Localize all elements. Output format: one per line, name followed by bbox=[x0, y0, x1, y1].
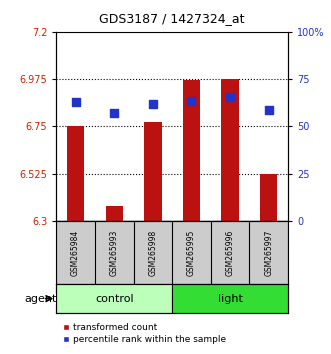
Point bbox=[73, 99, 78, 105]
Point bbox=[150, 101, 156, 107]
Text: GSM265997: GSM265997 bbox=[264, 229, 273, 276]
Point bbox=[112, 110, 117, 116]
Bar bbox=[221, 79, 239, 221]
Text: GSM265998: GSM265998 bbox=[148, 229, 157, 275]
Bar bbox=[172, 284, 288, 313]
Point bbox=[189, 98, 194, 104]
Text: GSM265993: GSM265993 bbox=[110, 229, 119, 276]
Text: GSM265995: GSM265995 bbox=[187, 229, 196, 276]
Text: GSM265984: GSM265984 bbox=[71, 229, 80, 275]
Bar bbox=[260, 173, 277, 221]
Bar bbox=[144, 122, 162, 221]
Bar bbox=[183, 80, 200, 221]
Point bbox=[227, 94, 233, 100]
Bar bbox=[67, 126, 84, 221]
Legend: transformed count, percentile rank within the sample: transformed count, percentile rank withi… bbox=[61, 322, 228, 346]
Text: agent: agent bbox=[24, 293, 56, 304]
Bar bbox=[56, 284, 172, 313]
Text: control: control bbox=[95, 293, 133, 304]
Point bbox=[266, 108, 271, 113]
Text: GSM265996: GSM265996 bbox=[225, 229, 235, 276]
Text: light: light bbox=[217, 293, 243, 304]
Bar bbox=[106, 206, 123, 221]
Text: GDS3187 / 1427324_at: GDS3187 / 1427324_at bbox=[99, 12, 245, 25]
